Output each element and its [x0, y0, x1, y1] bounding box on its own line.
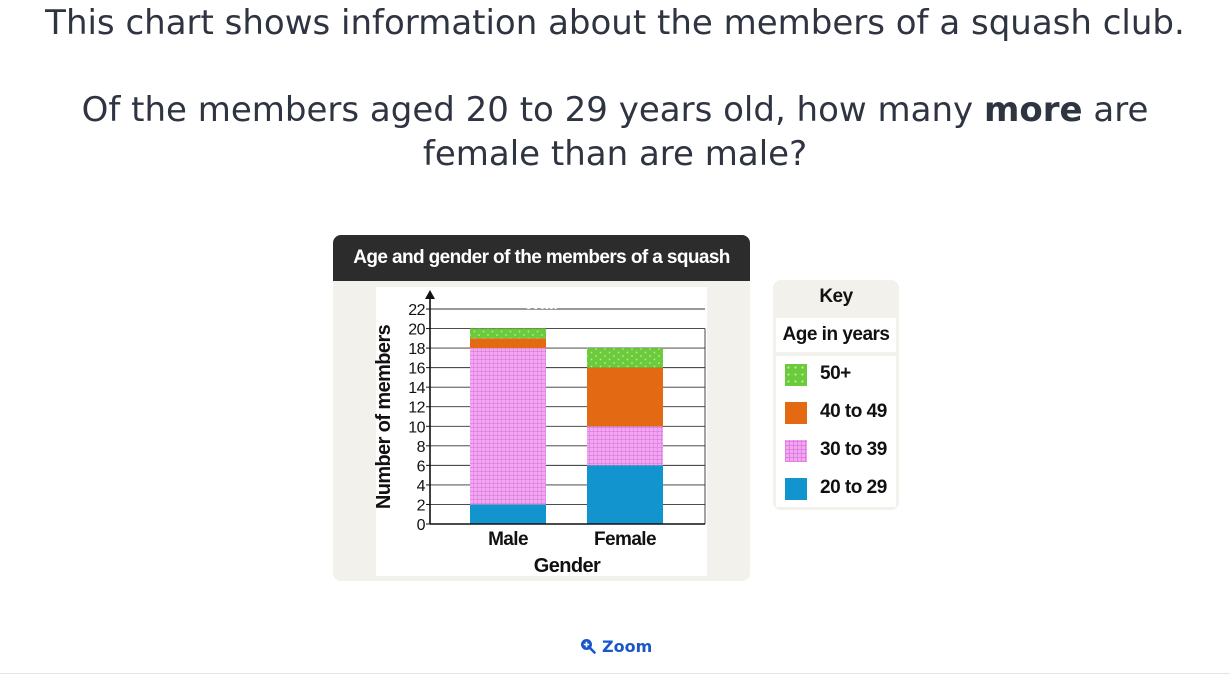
- y-tick-label: 22: [408, 302, 425, 319]
- y-tick-label: 10: [408, 419, 425, 436]
- y-tick-label: 6: [417, 458, 426, 475]
- y-tick-label: 14: [408, 380, 425, 397]
- question-text-part: Of the members aged 20 to 29 years old, …: [81, 90, 984, 130]
- bar-segment-female-20-to-29: [587, 465, 663, 524]
- stacked-bar-chart: 0 2 4 6 8 10 12 14 16 18 20 22 Male Female Gender Numbe…: [373, 287, 707, 577]
- y-axis-arrow: [425, 290, 435, 299]
- bar-segment-male-40-to-49: [470, 338, 546, 349]
- y-tick-label: 16: [408, 361, 425, 378]
- legend-swatch: [785, 402, 807, 424]
- legend-title: Key: [819, 286, 853, 307]
- legend-list: 50+ 40 to 49 30 to 39 20 to 29: [776, 356, 896, 507]
- legend-item: 20 to 29: [776, 474, 896, 504]
- bar-segment-male-30-to-39: [470, 348, 546, 505]
- y-tick-label: 20: [408, 322, 425, 339]
- y-tick-label: 0: [417, 517, 426, 534]
- legend: Key Age in years 50+ 40 to 49 30 to 39 20 t…: [773, 280, 899, 510]
- question-text-part: are female than are male?: [422, 90, 1149, 174]
- x-tick-label: Male: [488, 529, 528, 550]
- legend-item: 50+: [776, 360, 896, 390]
- y-tick-label: 18: [408, 341, 425, 358]
- bar-segment-male-20-to-29: [470, 504, 546, 524]
- chart-title: Age and gender of the members of a squas…: [333, 235, 750, 314]
- zoom-button[interactable]: Zoom: [580, 634, 652, 658]
- chart-card: 0 2 4 6 8 10 12 14 16 18 20 22 Male Female Gender Numbe…: [333, 235, 750, 581]
- legend-item: 40 to 49: [776, 398, 896, 428]
- zoom-label: Zoom: [602, 636, 653, 656]
- legend-swatch: [785, 440, 807, 462]
- bar-segment-male-50-: [470, 328, 546, 339]
- legend-label: 50+: [820, 363, 851, 384]
- question-emphasis: more: [983, 90, 1083, 130]
- y-tick-label: 8: [417, 439, 426, 456]
- zoom-in-icon: [581, 639, 596, 654]
- legend-swatch: [785, 364, 807, 386]
- legend-label: 20 to 29: [820, 477, 887, 498]
- bar-segment-female-50-: [587, 348, 663, 368]
- x-axis-label: Gender: [534, 555, 601, 577]
- y-axis-label: Number of members: [373, 324, 395, 509]
- legend-label: 30 to 39: [820, 439, 887, 460]
- divider: [0, 673, 1230, 674]
- x-tick-label: Female: [594, 529, 656, 550]
- y-tick-label: 12: [408, 400, 425, 417]
- y-tick-label: 4: [417, 478, 426, 495]
- legend-swatch: [785, 478, 807, 500]
- legend-label: 40 to 49: [820, 401, 887, 422]
- question-intro: This chart shows information about the m…: [45, 3, 1185, 43]
- y-tick-label: 2: [417, 497, 426, 514]
- legend-subtitle: Age in years: [776, 318, 896, 352]
- bar-segment-female-40-to-49: [587, 367, 663, 427]
- question-text: Of the members aged 20 to 29 years old, …: [20, 88, 1210, 176]
- bar-segment-female-30-to-39: [587, 426, 663, 466]
- legend-item: 30 to 39: [776, 436, 896, 466]
